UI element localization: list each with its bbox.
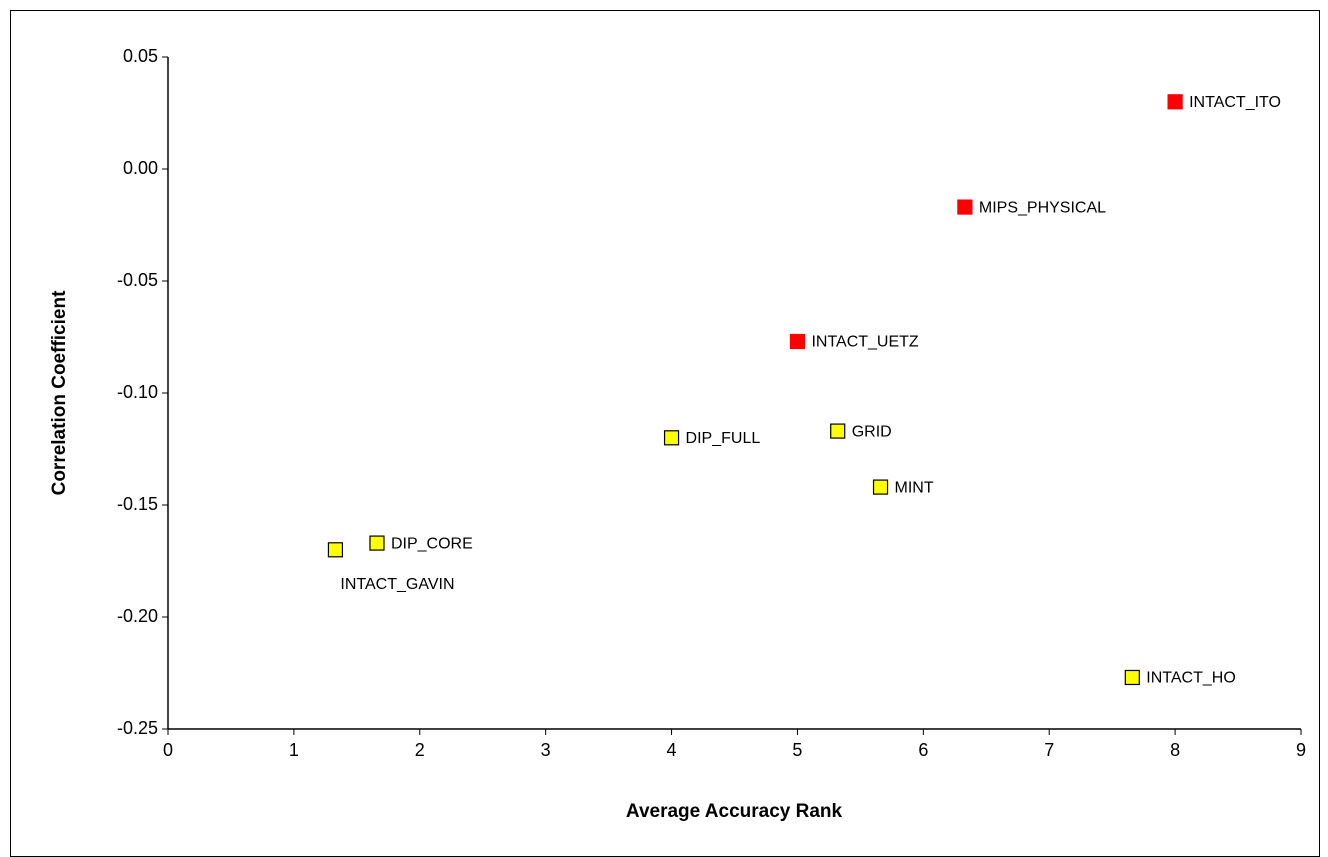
x-tick-label: 6 (918, 740, 928, 760)
point-label: MINT (895, 479, 934, 496)
point (957, 199, 973, 215)
y-tick-label: 0.00 (123, 158, 158, 178)
point-label: INTACT_ITO (1189, 94, 1281, 111)
point (663, 430, 680, 446)
point (1124, 669, 1140, 686)
point (327, 542, 344, 558)
point-label: MIPS_PHYSICAL (979, 199, 1106, 216)
y-tick-label: -0.15 (117, 494, 158, 514)
y-tick-label: -0.10 (117, 382, 158, 402)
point-label: GRID (852, 423, 892, 440)
y-axis-title: Correlation Coefficient (49, 290, 70, 495)
point-label: DIP_FULL (686, 430, 761, 447)
x-tick-label: 9 (1296, 740, 1306, 760)
x-tick-label: 0 (163, 740, 173, 760)
point (369, 535, 385, 551)
point (789, 333, 806, 350)
point-label: INTACT_HO (1146, 670, 1235, 687)
x-tick-label: 3 (541, 740, 551, 760)
point-label: INTACT_GAVIN (340, 576, 454, 593)
point (1167, 94, 1183, 110)
x-tick-label: 1 (289, 740, 299, 760)
point-label: INTACT_UETZ (811, 334, 918, 351)
x-axis-title: Average Accuracy Rank (626, 801, 843, 822)
x-tick-label: 4 (667, 740, 677, 760)
y-tick-label: -0.20 (117, 606, 158, 626)
x-tick-label: 2 (415, 740, 425, 760)
y-tick-label: 0.05 (123, 46, 158, 66)
y-tick-label: -0.25 (117, 718, 158, 738)
point-label: DIP_CORE (391, 535, 473, 552)
x-tick-label: 5 (792, 740, 802, 760)
y-tick-label: -0.05 (117, 270, 158, 290)
point (872, 479, 889, 495)
point (830, 423, 846, 439)
x-tick-label: 7 (1044, 740, 1054, 760)
x-tick-label: 8 (1170, 740, 1180, 760)
